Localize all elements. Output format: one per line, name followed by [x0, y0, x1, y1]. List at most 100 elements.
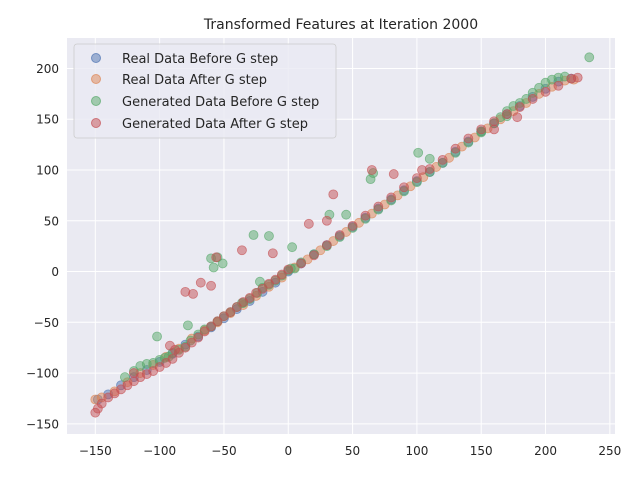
scatter-point — [360, 210, 371, 221]
y-tick-label: 100 — [36, 164, 59, 178]
y-tick-label: 50 — [44, 214, 59, 228]
scatter-point — [283, 264, 294, 275]
legend-entry-generated-after: Generated Data After G step — [91, 117, 308, 132]
scatter-point — [186, 337, 197, 348]
scatter-point — [341, 209, 352, 220]
x-tick-label: 50 — [345, 444, 360, 458]
y-tick-label: −150 — [26, 417, 59, 431]
scatter-point — [206, 280, 216, 291]
scatter-point — [217, 258, 228, 269]
scatter-point — [476, 124, 487, 135]
legend-label-real-after: Real Data After G step — [122, 73, 267, 88]
x-tick-label: −50 — [211, 444, 236, 458]
scatter-point — [489, 116, 499, 127]
scatter-point — [321, 240, 332, 251]
scatter-point — [208, 262, 219, 273]
scatter-point — [195, 277, 206, 288]
legend-marker-generated-before — [91, 96, 101, 106]
y-tick-label: 0 — [51, 265, 59, 279]
scatter-point — [309, 250, 319, 261]
scatter-point — [450, 143, 461, 154]
scatter-point — [119, 372, 130, 383]
scatter-point — [572, 72, 583, 83]
y-tick-label: 150 — [36, 113, 59, 127]
tick-labels: −150 −100 −50 0 50 100 150 200 250 −150 −100 −50 0 50… — [26, 62, 621, 458]
scatter-point — [388, 169, 399, 179]
legend-marker-real-before — [91, 53, 101, 63]
scatter-point — [167, 353, 178, 364]
scatter-point — [296, 258, 307, 269]
scatter-point — [540, 86, 551, 97]
y-tick-label: −100 — [26, 367, 59, 381]
legend-frame — [73, 43, 337, 139]
scatter-point — [417, 165, 427, 175]
scatter-point — [180, 342, 191, 353]
scatter-point — [373, 201, 384, 212]
scatter-point — [193, 332, 204, 343]
legend-label-generated-after: Generated Data After G step — [122, 117, 308, 132]
scatter-point — [553, 80, 564, 91]
y-tick-label: 200 — [36, 62, 59, 76]
scatter-point — [267, 248, 278, 259]
x-tick-label: 200 — [534, 444, 557, 458]
scatter-point — [276, 269, 287, 280]
scatter-point — [199, 326, 210, 337]
scatter-point — [424, 153, 435, 164]
scatter-point — [512, 112, 523, 123]
scatter-point — [502, 109, 512, 120]
scatter-point — [399, 182, 409, 193]
scatter-point — [206, 321, 216, 332]
legend-entry-generated-before: Generated Data Before G step — [91, 95, 319, 110]
scatter-point — [328, 189, 339, 200]
scatter-point — [244, 293, 255, 303]
data-points — [90, 52, 595, 418]
scatter-point — [287, 242, 298, 253]
scatter-point — [334, 230, 345, 240]
scatter-point — [270, 274, 281, 285]
scatter-point — [170, 344, 180, 355]
scatter-point — [321, 215, 332, 226]
scatter-point — [264, 231, 274, 241]
scatter-point — [514, 102, 525, 112]
series-4 — [90, 72, 583, 418]
scatter-point — [366, 165, 377, 175]
scatter-point — [584, 52, 595, 63]
legend-label-real-before: Real Data Before G step — [122, 52, 278, 67]
chart-title: Transformed Features at Iteration 2000 — [203, 17, 478, 33]
scatter-point — [411, 173, 422, 184]
x-tick-label: 250 — [598, 444, 621, 458]
scatter-point — [437, 154, 448, 165]
scatter-point — [257, 283, 268, 294]
scatter-point — [248, 230, 259, 240]
scatter-point — [527, 94, 538, 104]
scatter-point — [188, 288, 198, 299]
y-tick-label: −50 — [34, 316, 59, 330]
legend-marker-generated-after — [91, 118, 101, 128]
scatter-point — [212, 316, 223, 327]
legend-label-generated-before: Generated Data Before G step — [122, 95, 319, 110]
legend-marker-real-after — [91, 74, 101, 84]
scatter-point — [96, 398, 107, 409]
scatter-point — [128, 368, 139, 378]
x-tick-label: 150 — [470, 444, 493, 458]
scatter-point — [237, 245, 247, 256]
x-tick-label: 0 — [284, 444, 292, 458]
scatter-point — [303, 218, 314, 229]
legend-entry-real-after: Real Data After G step — [91, 73, 267, 88]
scatter-point — [347, 220, 358, 231]
x-tick-label: −150 — [79, 444, 112, 458]
scatter-point — [152, 331, 162, 342]
x-tick-label: 100 — [405, 444, 428, 458]
legend: Real Data Before G step Real Data After … — [73, 43, 337, 139]
scatter-point — [183, 320, 193, 331]
x-tick-label: −100 — [143, 444, 176, 458]
scatter-point — [231, 302, 242, 312]
scatter-point — [225, 307, 236, 318]
scatter-point — [211, 252, 222, 263]
scatter-point — [386, 192, 397, 203]
legend-entry-real-before: Real Data Before G step — [91, 52, 278, 67]
scatter-point — [489, 124, 499, 135]
scatter-point — [413, 147, 424, 158]
